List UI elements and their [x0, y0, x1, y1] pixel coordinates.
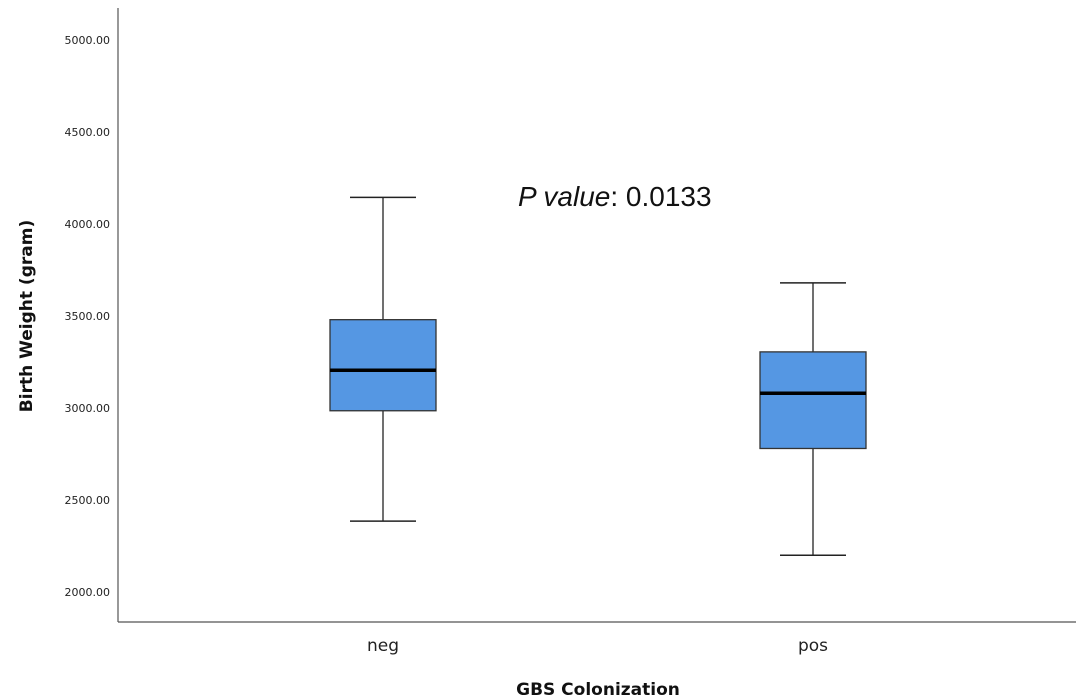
p-value-label: P value [518, 181, 610, 212]
y-tick-label: 4500.00 [65, 126, 111, 139]
y-tick-label: 2500.00 [65, 494, 111, 507]
y-tick-label: 3000.00 [65, 402, 111, 415]
y-tick-label: 4000.00 [65, 218, 111, 231]
y-axis-title: Birth Weight (gram) [17, 220, 37, 412]
y-axis-ticks: 2000.00 2500.00 3000.00 3500.00 4000.00 4500.… [65, 34, 111, 599]
iqr-box [329, 319, 437, 412]
x-axis-title: GBS Colonization [516, 680, 680, 700]
y-tick-label: 2000.00 [65, 586, 111, 599]
p-value-number: : 0.0133 [610, 181, 711, 212]
box-series [329, 196, 867, 556]
box-pos [759, 282, 867, 556]
x-tick-label-pos: pos [798, 636, 828, 656]
x-tick-label-neg: neg [367, 636, 399, 656]
y-tick-label: 3500.00 [65, 310, 111, 323]
y-tick-label: 5000.00 [65, 34, 111, 47]
iqr-box [759, 351, 867, 450]
box-neg [329, 196, 437, 522]
x-axis-tick-labels: neg pos [367, 636, 828, 656]
p-value-annotation: P value: 0.0133 [518, 181, 712, 212]
